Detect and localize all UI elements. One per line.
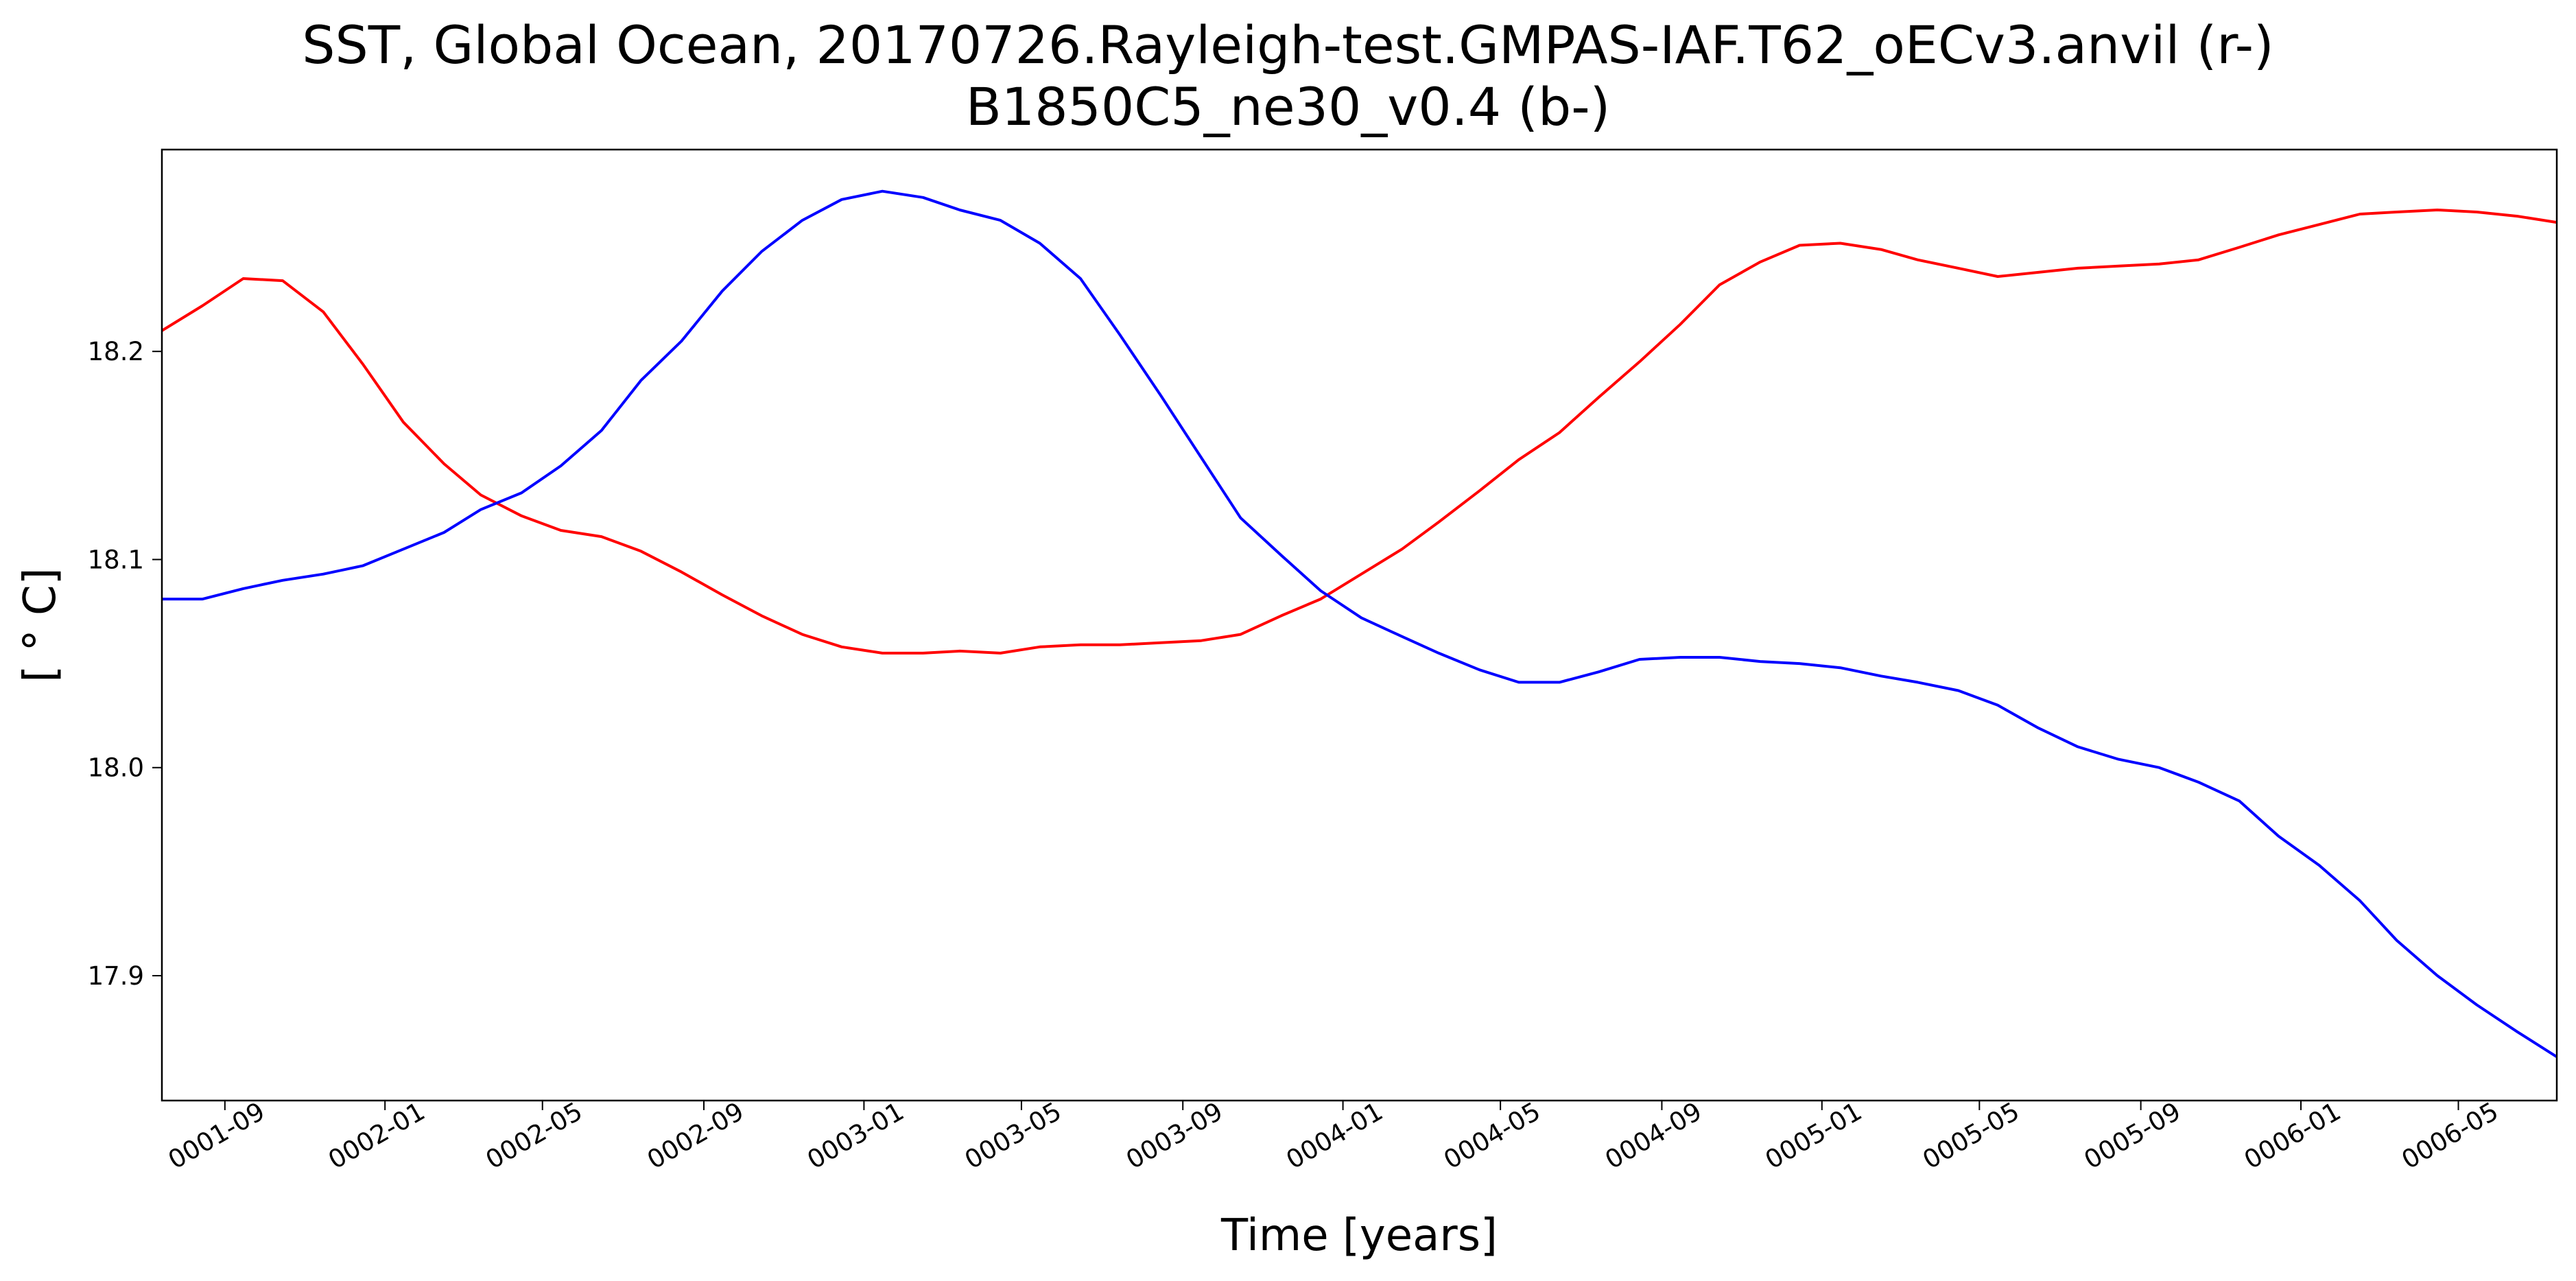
y-axis-ticks: 17.9 18.0 18.1 18.2 [88, 337, 162, 991]
chart-subtitle: B1850C5_ne30_v0.4 (b-) [965, 76, 1611, 137]
x-tick-label: 0006-01 [2239, 1096, 2345, 1175]
x-tick-label: 0004-05 [1439, 1096, 1545, 1175]
series-layer [161, 189, 2558, 1058]
x-tick-label: 0005-05 [1917, 1096, 2024, 1175]
x-tick-label: 0003-05 [960, 1096, 1066, 1175]
x-tick-label: 0005-01 [1760, 1096, 1867, 1175]
plot-frame [161, 148, 2558, 1102]
y-axis-label: [ ° C] [15, 567, 66, 682]
y-tick-label: 18.2 [88, 337, 144, 366]
y-tick-label: 18.1 [88, 545, 144, 574]
x-tick-label: 0005-09 [2079, 1096, 2186, 1175]
series-line-2 [162, 189, 2558, 1058]
x-tick-label: 0002-05 [481, 1096, 587, 1175]
y-tick-label: 18.0 [88, 753, 144, 783]
x-tick-label: 0003-01 [802, 1096, 908, 1175]
x-tick-label: 0003-09 [1121, 1096, 1227, 1175]
x-tick-label: 0006-05 [2397, 1096, 2503, 1175]
x-tick-label: 0004-09 [1600, 1096, 1706, 1175]
x-tick-label: 0001-09 [163, 1096, 270, 1175]
x-tick-label: 0002-01 [323, 1096, 429, 1175]
series-line-1 [161, 209, 2557, 655]
x-tick-label: 0004-01 [1281, 1096, 1388, 1175]
x-axis-label: Time [years] [1220, 1210, 1498, 1261]
x-tick-label: 0002-09 [642, 1096, 748, 1175]
chart-title: SST, Global Ocean, 20170726.Rayleigh-tes… [302, 14, 2274, 75]
x-axis-ticks: 0001-09 0002-01 0002-05 0002-09 0003-01 0003-… [163, 1096, 2503, 1175]
y-tick-label: 17.9 [88, 961, 144, 991]
